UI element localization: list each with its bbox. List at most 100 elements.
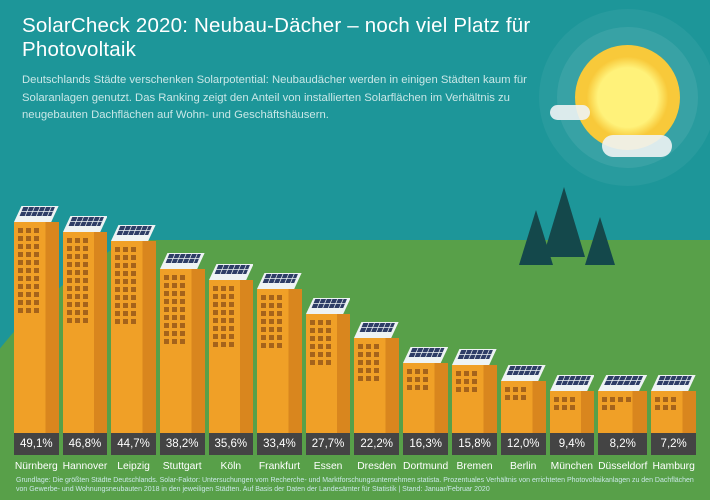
- bar-value: 27,7%: [306, 433, 351, 455]
- bar-value: 8,2%: [598, 433, 647, 455]
- header: SolarCheck 2020: Neubau-Dächer – noch vi…: [22, 14, 540, 125]
- solar-roof-icon: [651, 373, 696, 391]
- bar-dortmund: 16,3%Dortmund: [403, 345, 448, 472]
- windows-icon: [505, 387, 533, 400]
- solar-roof-icon: [403, 345, 448, 363]
- solar-roof-icon: [111, 223, 156, 241]
- bar-chart: 49,1% Nürnberg 46,8% Hannover 44,7% Leipzig…: [14, 152, 696, 472]
- windows-icon: [407, 369, 435, 390]
- bar-stuttgart: 38,2% Stuttgart: [160, 251, 205, 472]
- building-icon: [550, 373, 595, 433]
- building-icon: [111, 223, 156, 433]
- building-icon: [306, 296, 351, 433]
- building-facade: [209, 280, 254, 433]
- windows-icon: [213, 286, 241, 347]
- windows-icon: [456, 371, 484, 392]
- bar-label: Dresden: [357, 461, 396, 472]
- bar-label: München: [551, 461, 593, 472]
- windows-icon: [655, 397, 683, 410]
- bar-value: 38,2%: [160, 433, 205, 455]
- building-facade: [160, 269, 205, 433]
- building-facade: [306, 314, 351, 433]
- building-icon: [14, 204, 59, 433]
- bar-label: Essen: [314, 461, 343, 472]
- bar-bremen: 15,8% Bremen: [452, 347, 497, 472]
- building-facade: [63, 232, 108, 433]
- building-facade: [501, 381, 546, 433]
- solar-roof-icon: [209, 262, 254, 280]
- building-facade: [257, 289, 302, 433]
- building-icon: [354, 320, 399, 433]
- solar-roof-icon: [14, 204, 59, 222]
- windows-icon: [602, 397, 633, 410]
- bar-label: Nürnberg: [15, 461, 58, 472]
- solar-roof-icon: [501, 363, 546, 381]
- bar-label: Köln: [221, 461, 242, 472]
- bar-label: Leipzig: [117, 461, 150, 472]
- solar-roof-icon: [257, 271, 302, 289]
- solar-roof-icon: [354, 320, 399, 338]
- building-facade: [452, 365, 497, 433]
- building-facade: [598, 391, 647, 433]
- solar-roof-icon: [306, 296, 351, 314]
- building-icon: [63, 214, 108, 433]
- windows-icon: [554, 397, 582, 410]
- bar-label: Hamburg: [652, 461, 694, 472]
- building-facade: [550, 391, 595, 433]
- bar-value: 33,4%: [257, 433, 302, 455]
- bar-value: 22,2%: [354, 433, 399, 455]
- bar-value: 9,4%: [550, 433, 595, 455]
- building-icon: [403, 345, 448, 433]
- bar-essen: 27,7% Essen: [306, 296, 351, 472]
- bar-hannover: 46,8% Hannover: [63, 214, 108, 472]
- bar-dresden: 22,2% Dresden: [354, 320, 399, 472]
- bar-value: 16,3%: [403, 433, 448, 455]
- windows-icon: [358, 344, 386, 381]
- bar-value: 46,8%: [63, 433, 108, 455]
- building-facade: [14, 222, 59, 433]
- windows-icon: [18, 228, 46, 313]
- building-icon: [501, 363, 546, 433]
- bar-label: Berlin: [510, 461, 536, 472]
- solar-roof-icon: [550, 373, 595, 391]
- bar-label: Bremen: [457, 461, 493, 472]
- bar-value: 15,8%: [452, 433, 497, 455]
- windows-icon: [310, 320, 338, 365]
- bar-label: Hannover: [63, 461, 108, 472]
- bar-value: 35,6%: [209, 433, 254, 455]
- solar-roof-icon: [63, 214, 108, 232]
- bar-düsseldorf: 8,2% Düsseldorf: [598, 373, 647, 472]
- bar-münchen: 9,4% München: [550, 373, 595, 472]
- building-icon: [598, 373, 647, 433]
- building-facade: [651, 391, 696, 433]
- footnote: Grundlage: Die größten Städte Deutschlan…: [16, 476, 694, 494]
- infographic-root: { "header": { "title": "SolarCheck 2020:…: [0, 0, 710, 500]
- bar-value: 12,0%: [501, 433, 546, 455]
- bar-label: Düsseldorf: [598, 461, 647, 472]
- bar-berlin: 12,0% Berlin: [501, 363, 546, 472]
- solar-roof-icon: [598, 373, 647, 391]
- windows-icon: [67, 238, 95, 323]
- windows-icon: [115, 247, 143, 324]
- bar-frankfurt: 33,4% Frankfurt: [257, 271, 302, 472]
- solar-roof-icon: [452, 347, 497, 365]
- bar-value: 7,2%: [651, 433, 696, 455]
- bar-value: 49,1%: [14, 433, 59, 455]
- bar-label: Stuttgart: [163, 461, 202, 472]
- windows-icon: [164, 275, 192, 344]
- bar-nürnberg: 49,1% Nürnberg: [14, 204, 59, 472]
- bar-label: Frankfurt: [259, 461, 300, 472]
- building-icon: [160, 251, 205, 433]
- building-icon: [209, 262, 254, 433]
- building-icon: [651, 373, 696, 433]
- bar-köln: 35,6% Köln: [209, 262, 254, 472]
- building-facade: [403, 363, 448, 433]
- building-facade: [354, 338, 399, 433]
- bar-hamburg: 7,2% Hamburg: [651, 373, 696, 472]
- building-icon: [452, 347, 497, 433]
- intro-text: Deutschlands Städte verschenken Solarpot…: [22, 72, 540, 125]
- cloud-icon: [550, 105, 590, 120]
- windows-icon: [261, 295, 289, 348]
- solar-roof-icon: [160, 251, 205, 269]
- bar-value: 44,7%: [111, 433, 156, 455]
